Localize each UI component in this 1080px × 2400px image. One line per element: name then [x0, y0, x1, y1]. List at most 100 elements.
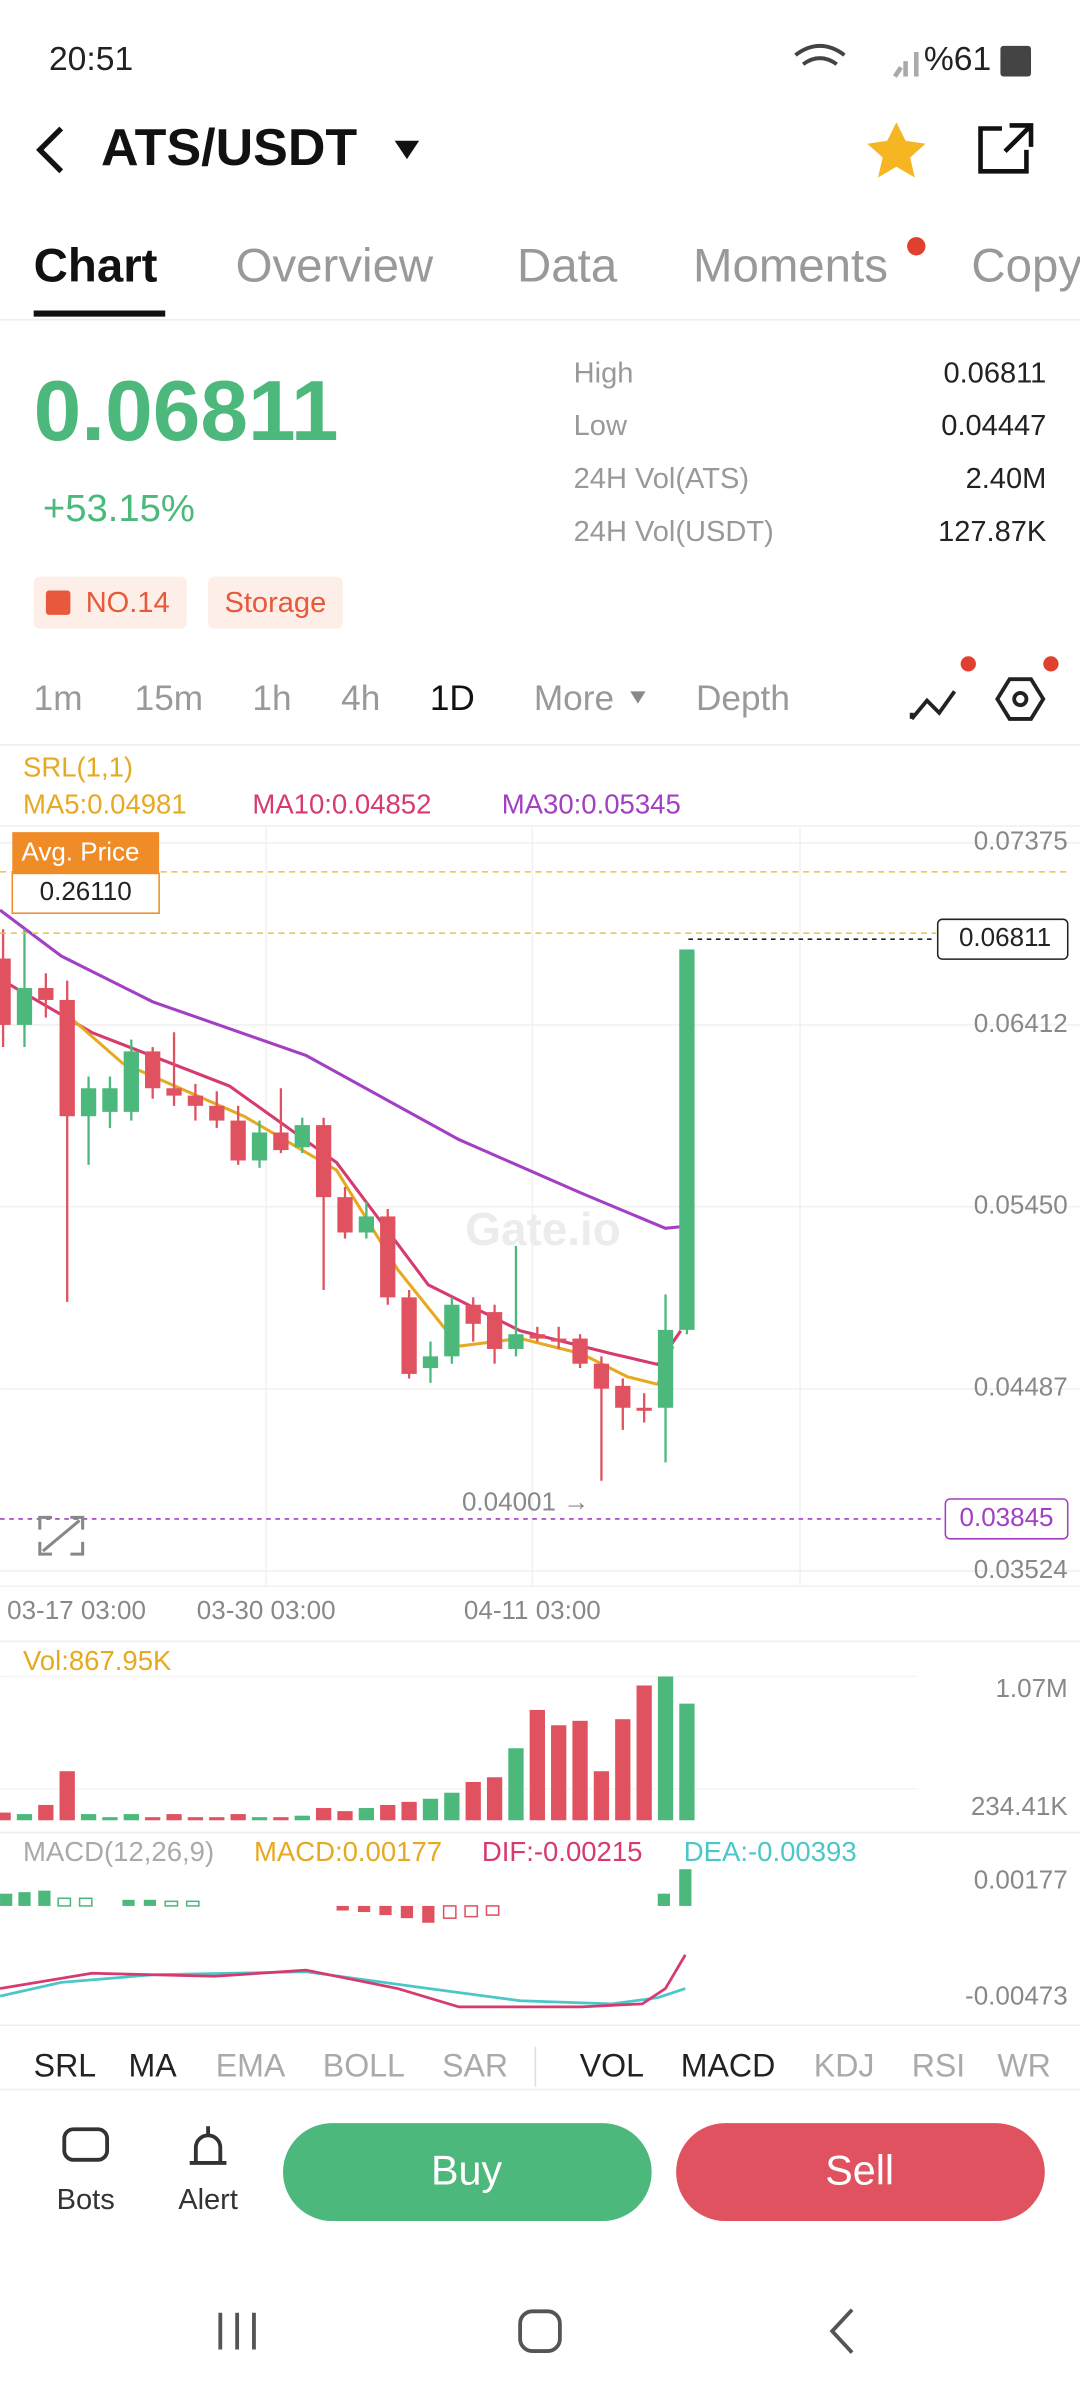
vertical-grid — [0, 825, 1080, 1587]
wifi-icon — [794, 43, 846, 66]
stat-label: 24H Vol(ATS) — [574, 463, 749, 495]
indicator-tab[interactable]: MA — [129, 2048, 178, 2084]
indicator-tab[interactable]: RSI — [912, 2048, 966, 2084]
dea-value: DEA:-0.00393 — [684, 1836, 857, 1867]
candle-body — [251, 1132, 268, 1161]
candle-body — [486, 1312, 503, 1349]
volume-label: Vol:867.95K — [23, 1645, 172, 1676]
pair-dropdown[interactable] — [394, 140, 420, 160]
back-button[interactable] — [36, 126, 64, 174]
volume-bar — [465, 1781, 481, 1821]
candle-body — [209, 1105, 225, 1121]
macd-value: MACD:0.00177 — [254, 1836, 442, 1867]
stat-value: 2.40M — [966, 463, 1047, 495]
indicator-tab[interactable]: MACD — [681, 2048, 776, 2084]
macd-axis-label: -0.00473 — [965, 1981, 1068, 2011]
interval[interactable]: 4h — [341, 679, 380, 718]
nav-home[interactable] — [518, 2309, 562, 2353]
tab[interactable]: Overview — [236, 240, 434, 293]
dea-line — [0, 1970, 686, 2006]
buy-label[interactable]: Buy — [431, 2148, 503, 2194]
indicator-tab[interactable]: SAR — [442, 2048, 508, 2084]
volume-bar — [337, 1811, 353, 1821]
ma10-label: MA10:0.04852 — [252, 788, 431, 819]
interval[interactable]: 1m — [34, 679, 83, 718]
y-tick-label: 0.06412 — [974, 1008, 1068, 1038]
volume-bar — [508, 1748, 524, 1821]
indicator-tab[interactable]: BOLL — [323, 2048, 405, 2084]
volume-bar — [657, 1676, 674, 1821]
notice-dot — [960, 656, 976, 672]
price-change: +53.15% — [43, 487, 195, 530]
x-tick-label: 03-30 03:00 — [197, 1595, 336, 1625]
indicator-tab[interactable]: VOL — [580, 2048, 644, 2084]
bots-label[interactable]: Bots — [57, 2184, 115, 2216]
candle-body — [16, 988, 33, 1025]
nav-back[interactable] — [829, 2308, 854, 2354]
tab[interactable]: Copy — [971, 240, 1080, 293]
tag-text: Storage — [224, 587, 326, 619]
indicator-tab[interactable]: WR — [997, 2048, 1051, 2084]
share-button[interactable] — [978, 123, 1034, 174]
indicator-tab[interactable]: EMA — [216, 2048, 286, 2084]
candle-body — [102, 1088, 118, 1112]
avg-price-label: Avg. Price — [21, 836, 139, 866]
stat-value: 127.87K — [938, 516, 1047, 548]
volume-bar — [0, 1812, 11, 1821]
volume-tick-label: 234.41K — [971, 1791, 1069, 1821]
ma30-line — [0, 908, 681, 1230]
dif-value: DIF:-0.00215 — [482, 1836, 643, 1867]
interval[interactable]: 1D — [430, 679, 475, 718]
volume-bar — [16, 1814, 33, 1821]
sell-label[interactable]: Sell — [825, 2148, 894, 2194]
stat-label: High — [574, 357, 634, 389]
avg-price-tag — [12, 832, 160, 874]
candle-body — [636, 1407, 652, 1411]
low-marker: 0.04001 → — [462, 1487, 589, 1517]
tab[interactable]: Chart — [34, 240, 158, 293]
volume-bar — [380, 1804, 396, 1821]
candle-body — [59, 999, 75, 1117]
candle-body — [593, 1363, 610, 1389]
fullscreen-button[interactable] — [38, 1515, 85, 1556]
x-tick-label: 03-17 03:00 — [7, 1595, 146, 1625]
interval[interactable]: Depth — [696, 679, 790, 718]
volume-bar — [230, 1814, 246, 1821]
indicator-tab[interactable]: SRL — [34, 2048, 96, 2084]
interval[interactable]: More — [534, 679, 614, 718]
candle-body — [657, 1329, 674, 1408]
alert-label[interactable]: Alert — [178, 2184, 238, 2216]
tab[interactable]: Moments — [693, 240, 888, 293]
indicator-tab[interactable]: KDJ — [814, 2048, 875, 2084]
y-tick-label: 0.03524 — [974, 1554, 1068, 1584]
volume-bar — [551, 1725, 567, 1821]
alert-icon[interactable] — [189, 2126, 227, 2165]
tab-dot — [907, 237, 926, 256]
volume-bar — [187, 1817, 204, 1821]
tab[interactable]: Data — [517, 240, 618, 293]
rank-icon — [45, 590, 71, 615]
interval[interactable]: 1h — [252, 679, 291, 718]
volume-bar — [593, 1771, 610, 1821]
indicator-button[interactable] — [909, 690, 957, 721]
pair-title[interactable]: ATS/USDT — [101, 119, 357, 177]
candle-body — [187, 1095, 204, 1106]
interval[interactable]: 15m — [135, 679, 203, 718]
nav-recent[interactable] — [218, 2312, 256, 2350]
sell-button[interactable] — [676, 2123, 1045, 2222]
stat-label: Low — [574, 410, 628, 442]
favorite-star[interactable] — [867, 122, 926, 178]
volume-bar — [615, 1719, 631, 1821]
macd-histogram — [0, 1869, 692, 1923]
bots-icon[interactable] — [62, 2127, 110, 2162]
volume-bar — [572, 1720, 588, 1821]
macd-axis-label: 0.00177 — [974, 1864, 1068, 1894]
settings-button[interactable] — [995, 677, 1046, 721]
volume-bar — [209, 1817, 225, 1821]
candle-body — [380, 1216, 396, 1298]
avg-price-value: 0.26110 — [40, 876, 132, 906]
ma10-line — [0, 977, 682, 1367]
candle-body — [80, 1088, 97, 1117]
buy-button[interactable] — [283, 2123, 652, 2222]
